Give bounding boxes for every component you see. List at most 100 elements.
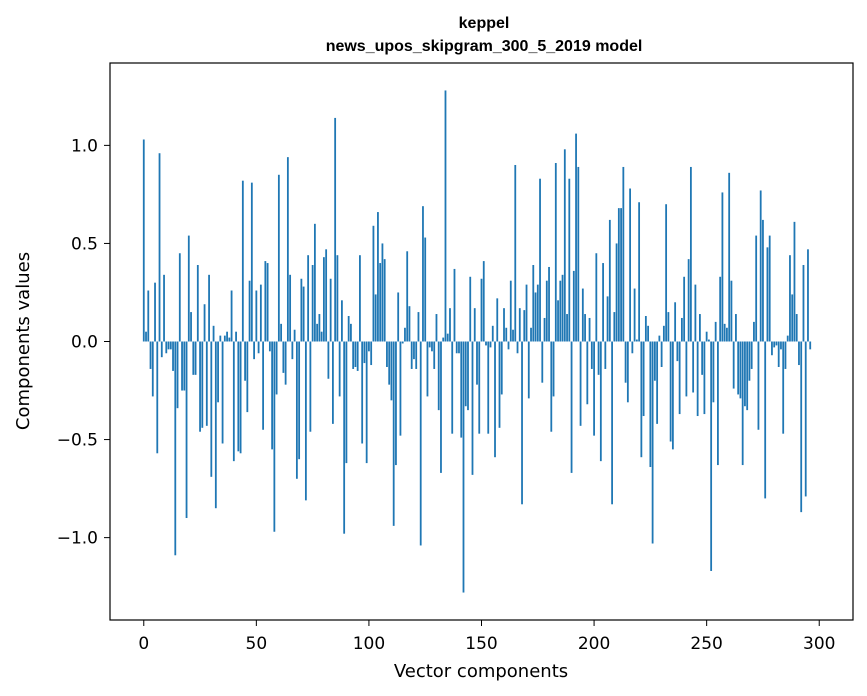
bar [298,341,301,460]
bar [410,341,413,369]
y-tick-label: 0.0 [71,333,98,353]
bar [440,341,442,473]
bar [602,263,604,342]
bar [426,341,429,397]
bar [482,261,485,342]
bar [460,341,463,438]
bar [509,280,512,342]
bar [784,341,787,369]
bar [633,288,636,342]
bar [165,341,168,354]
bar [244,341,246,381]
bar [744,341,746,407]
bar [187,235,190,342]
bar [485,341,487,346]
chart-title-line-1: keppel [459,15,510,32]
bar [773,341,776,348]
bar [640,341,643,458]
bar [154,282,156,342]
bar [372,225,375,342]
bar [313,223,316,342]
bar [676,341,679,362]
bar [257,341,260,354]
bar [392,341,395,526]
y-tick-label: −0.5 [57,431,98,451]
x-axis-ticks: 0 50 100 150 200 250 300 [138,620,835,654]
bar [660,341,663,367]
bar [208,274,210,342]
bar [753,321,755,342]
bar [464,341,467,407]
bar [291,341,294,360]
bar [757,341,760,430]
bar [581,288,584,342]
bar [507,341,510,350]
bar [214,341,217,509]
bar [383,259,386,342]
x-axis-label: Vector components [394,661,568,682]
plot-frame [109,62,854,621]
bar [651,341,654,544]
bar [746,341,749,411]
bar [318,314,321,342]
bar [239,341,242,454]
y-axis-label: Components values [13,252,34,430]
bar [518,308,521,342]
bar [174,341,177,556]
bar [226,331,228,342]
bar [705,331,708,342]
bar [221,341,224,444]
bar [807,249,809,342]
bar [561,274,564,342]
bar [145,331,147,342]
bar [259,284,262,342]
bar [593,341,595,436]
bar [665,204,668,342]
bar [804,341,807,497]
bar [674,302,677,342]
x-tick-label: 200 [578,634,610,654]
bar [622,166,625,342]
bar [156,341,159,454]
bar [280,323,283,342]
bar [597,341,600,375]
x-tick-label: 50 [246,634,268,654]
bar [719,276,722,342]
bar [741,341,744,466]
bar [624,341,627,383]
chart-title-line-2: news_upos_skipgram_300_5_2019 model [326,38,643,55]
bar [203,304,206,342]
bar [653,341,656,381]
bar [489,341,492,348]
bar [332,341,334,424]
bar [500,341,503,395]
bar [687,259,690,342]
bar [525,284,528,342]
bar [732,341,735,389]
bar [775,341,778,346]
bar [361,341,364,444]
bar [793,221,796,342]
bar [345,341,348,464]
bar [800,341,803,513]
bar [541,341,544,383]
bar [169,341,172,350]
bar [338,341,341,397]
bar [219,335,222,342]
bar [532,265,535,342]
bar [712,341,715,403]
bar [395,341,397,466]
bar [415,341,418,369]
bar [451,341,454,434]
bar [223,335,226,342]
bar [172,341,174,371]
bar [352,341,355,369]
bar [435,314,438,342]
bar [397,292,400,342]
bar [446,333,449,342]
bar [764,341,767,499]
bar-series [142,90,812,593]
bar [545,280,548,342]
bar [408,306,411,342]
